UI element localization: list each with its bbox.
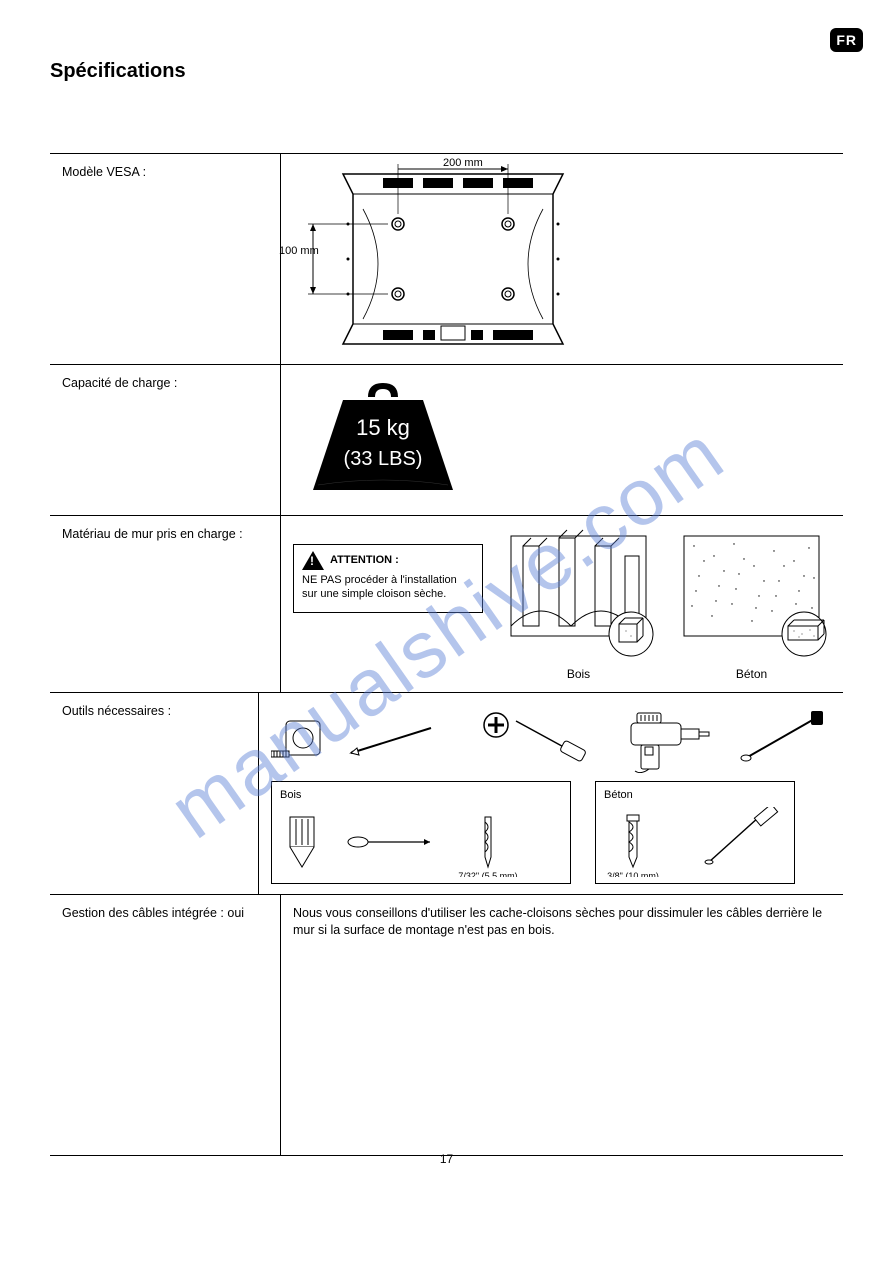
svg-text:3/8" (10 mm): 3/8" (10 mm) bbox=[607, 871, 659, 877]
tools-top-row bbox=[271, 703, 831, 773]
concrete-tools-box: Béton 3/8" (10 mm) bbox=[595, 781, 795, 884]
cables-text: Nous vous conseillons d'utiliser les cac… bbox=[280, 895, 843, 1155]
header-title: Spécifications bbox=[50, 60, 843, 83]
row-cables: Gestion des câbles intégrée : oui Nous v… bbox=[50, 894, 843, 1156]
wall-cell: ATTENTION : NE PAS procéder à l'installa… bbox=[280, 516, 843, 692]
tools-cell: Bois bbox=[258, 693, 843, 894]
svg-text:7/32" (5.5 mm): 7/32" (5.5 mm) bbox=[458, 871, 517, 877]
vesa-diagram bbox=[293, 164, 583, 354]
wood-diagram: Bois bbox=[501, 526, 656, 682]
cables-label: Gestion des câbles intégrée : oui bbox=[50, 895, 280, 1155]
wood-tools-box: Bois bbox=[271, 781, 571, 884]
concrete-tools-title: Béton bbox=[604, 788, 786, 803]
page-number: 17 bbox=[440, 1152, 453, 1166]
wood-tools-icons: 7/32" (5.5 mm) bbox=[280, 807, 560, 877]
wall-label: Matériau de mur pris en charge : bbox=[50, 516, 280, 692]
vesa-height-label: 100 mm bbox=[279, 244, 319, 259]
weight-kg-svg: 15 kg bbox=[356, 415, 410, 440]
row-wall: Matériau de mur pris en charge : ATTENTI… bbox=[50, 515, 843, 692]
weight-lbs-svg: (33 LBS) bbox=[344, 448, 423, 470]
wood-tools-title: Bois bbox=[280, 788, 562, 803]
language-badge: FR bbox=[830, 28, 863, 52]
concrete-label: Béton bbox=[674, 666, 829, 682]
vesa-label: Modèle VESA : bbox=[50, 154, 280, 364]
concrete-tools-icons: 3/8" (10 mm) bbox=[604, 807, 788, 877]
concrete-diagram: Béton bbox=[674, 526, 829, 682]
row-tools: Outils nécessaires : bbox=[50, 692, 843, 894]
weight-cell: 15 kg (33 LBS) bbox=[280, 365, 843, 515]
row-vesa: Modèle VESA : bbox=[50, 153, 843, 364]
weight-label: Capacité de charge : bbox=[50, 365, 280, 515]
caution-text: NE PAS procéder à l'installation sur une… bbox=[302, 574, 474, 602]
row-weight: Capacité de charge : 15 kg (33 LBS) bbox=[50, 364, 843, 515]
vesa-width-label: 200 mm bbox=[443, 156, 483, 171]
vesa-diagram-cell: 200 mm 100 mm bbox=[280, 154, 843, 364]
caution-title: ATTENTION : bbox=[330, 554, 399, 568]
page-container: FR Spécifications Modèle VESA : bbox=[0, 0, 893, 1186]
spec-table: Modèle VESA : bbox=[50, 153, 843, 1156]
warning-icon bbox=[302, 551, 324, 570]
caution-box: ATTENTION : NE PAS procéder à l'installa… bbox=[293, 544, 483, 613]
wood-label: Bois bbox=[501, 666, 656, 682]
weight-icon: 15 kg (33 LBS) bbox=[293, 375, 473, 505]
tools-label: Outils nécessaires : bbox=[50, 693, 258, 894]
